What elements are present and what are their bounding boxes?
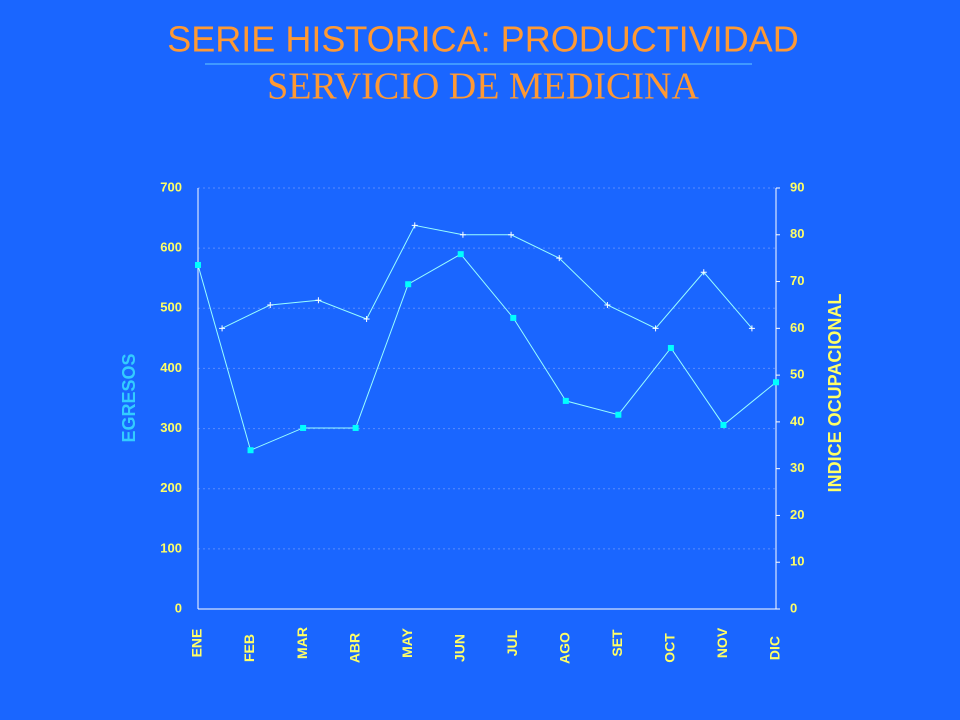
square-marker [615,411,622,418]
plus-marker [700,269,707,276]
y2-tick-label: 20 [790,507,804,522]
y-tick-label: 300 [160,420,182,435]
plus-marker [508,231,515,238]
x-tick-label: DIC [767,636,783,660]
plus-marker [315,297,322,304]
y-tick-label: 0 [175,600,182,615]
plus-marker [411,222,418,229]
y-axis-label: EGRESOS [119,353,139,442]
x-tick-label: OCT [662,633,678,663]
square-marker [352,424,359,431]
plus-marker [748,325,755,332]
plus-marker [267,301,274,308]
x-tick-label: NOV [714,627,730,658]
plus-marker [363,315,370,322]
y2-tick-label: 90 [790,179,804,194]
plus-marker [604,301,611,308]
plus-marker [652,325,659,332]
plus-marker [556,255,563,262]
y2-tick-label: 40 [790,413,804,428]
square-marker [510,314,517,321]
chart-title: SERIE HISTORICA: PRODUCTIVIDAD [167,19,798,60]
x-tick-label: MAY [399,627,415,657]
x-tick-label: SET [609,629,625,657]
series-line [221,224,753,329]
x-tick-label: ENE [189,629,205,658]
y-tick-label: 600 [160,240,182,255]
y2-tick-label: 0 [790,600,797,615]
x-tick-label: AGO [557,632,573,664]
square-marker [720,421,727,428]
square-marker [405,281,412,288]
square-marker [457,251,464,258]
x-tick-label: ABR [346,633,362,663]
y-tick-label: 500 [160,300,182,315]
plus-marker [219,325,226,332]
square-marker [247,447,254,454]
y2-tick-label: 60 [790,320,804,335]
square-marker [300,424,307,431]
square-marker [773,379,779,386]
y-tick-label: 200 [160,480,182,495]
y-tick-label: 700 [160,179,182,194]
plus-marker [459,231,466,238]
y2-axis-label: INDICE OCUPACIONAL [825,294,845,493]
x-tick-label: JUL [504,629,520,656]
x-tick-label: FEB [241,634,257,662]
square-marker [195,261,201,268]
y2-tick-label: 80 [790,226,804,241]
square-marker [667,344,674,351]
y2-tick-label: 50 [790,367,804,382]
y2-tick-label: 70 [790,273,804,288]
chart-subtitle: SERVICIO DE MEDICINA [267,66,699,108]
y-tick-label: 400 [160,360,182,375]
series-line [197,253,777,451]
x-tick-label: JUN [451,634,467,662]
square-marker [562,397,569,404]
y2-tick-label: 30 [790,460,804,475]
y-tick-label: 100 [160,540,182,555]
y2-tick-label: 10 [790,554,804,569]
x-tick-label: MAR [294,627,310,659]
